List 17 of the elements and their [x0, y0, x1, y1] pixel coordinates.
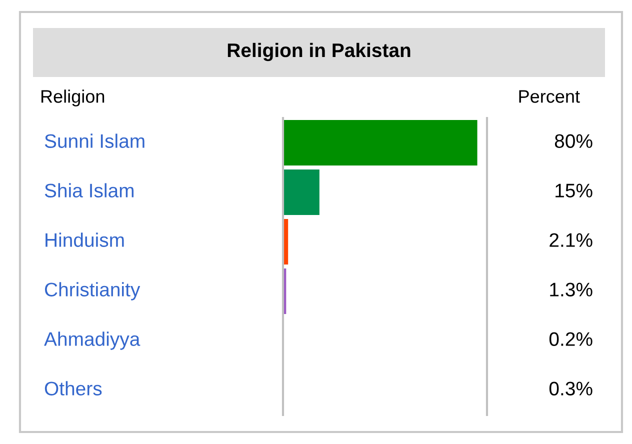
bar: [283, 169, 320, 216]
y-tick-label: Others: [44, 381, 102, 396]
data-label: 0.3%: [549, 382, 592, 396]
y-tick-label: Ahmadiyya: [44, 332, 140, 350]
data-label: 15%: [556, 184, 592, 198]
bar: [283, 120, 478, 166]
data-label: 80%: [554, 134, 592, 148]
data-label: 1.3%: [550, 282, 592, 296]
text: Percent: [519, 90, 580, 103]
y-tick-label: Hinduism: [46, 232, 124, 247]
data-label: 2.1%: [550, 233, 592, 247]
y-tick-label: Sunni Islam: [44, 134, 144, 148]
y-tick-label: Shia Islam: [44, 183, 134, 198]
chart-title: Religion in Pakistan: [228, 42, 410, 62]
y-axis-title: Religion: [41, 90, 104, 106]
y-tick-label: Christianity: [44, 282, 140, 300]
data-label: 0.2%: [549, 332, 592, 346]
